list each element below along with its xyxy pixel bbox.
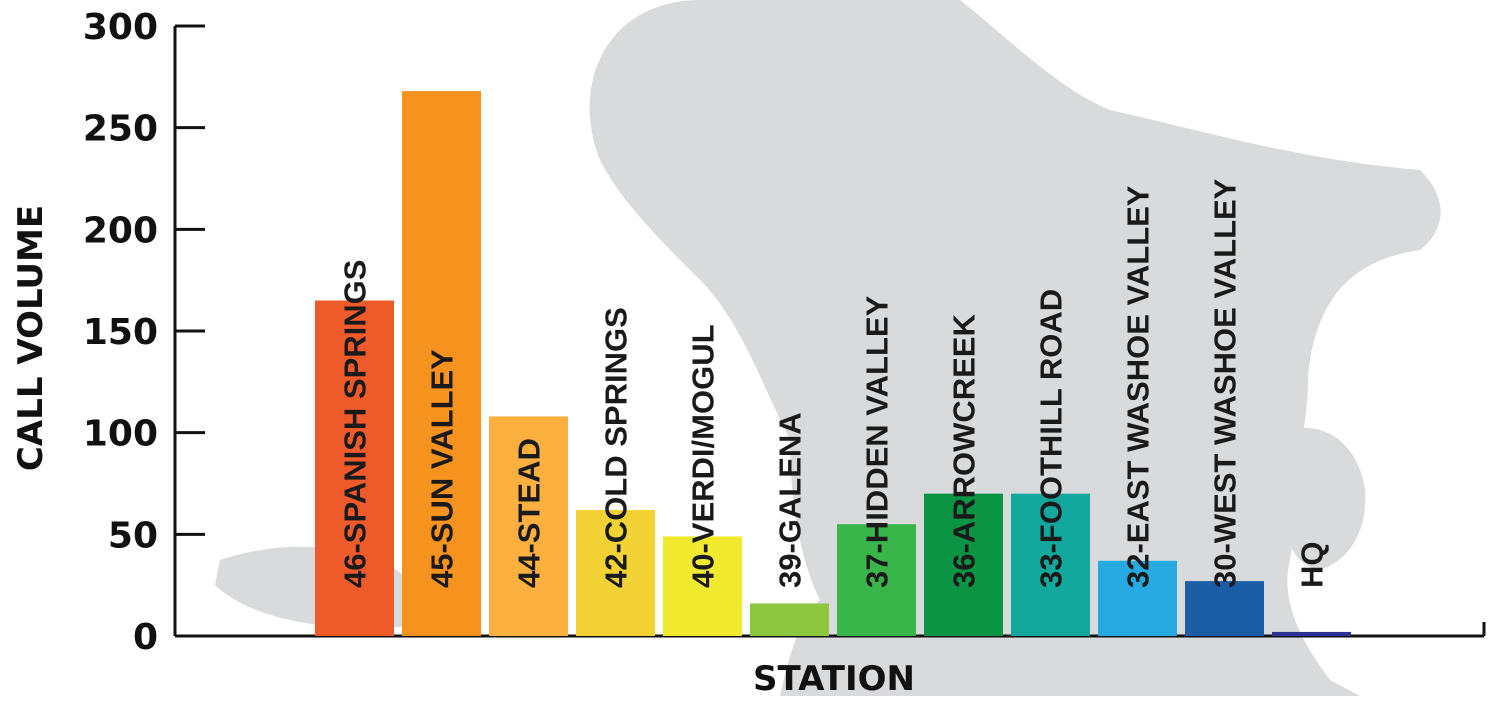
x-axis-title: STATION (753, 659, 915, 696)
y-axis-title: CALL VOLUME (11, 205, 51, 471)
y-tick-label: 0 (133, 617, 158, 658)
bar-category-label: 46-SPANISH SPRINGS (338, 260, 373, 588)
y-tick-label: 200 (83, 210, 158, 251)
bar (1272, 631, 1351, 636)
bar (663, 536, 742, 636)
bar-category-label: 40-VERDI/MOGUL (686, 324, 721, 588)
bar-category-label: 39-GALENA (773, 412, 808, 588)
bar (489, 416, 568, 636)
bar-category-label: 44-STEAD (512, 438, 547, 588)
y-tick-label: 100 (83, 414, 158, 455)
bar-category-label: HQ (1295, 542, 1330, 589)
bar (1011, 493, 1090, 636)
bar (1185, 581, 1264, 636)
bar-category-label: 32-EAST WASHOE VALLEY (1121, 185, 1156, 588)
y-tick-label: 150 (83, 312, 158, 353)
bar-category-label: 45-SUN VALLEY (425, 349, 460, 588)
bar-category-label: 36-ARROWCREEK (947, 314, 982, 588)
y-tick-label: 250 (83, 109, 158, 150)
y-tick-label: 300 (83, 7, 158, 48)
bar (1098, 560, 1177, 636)
bar (315, 300, 394, 636)
bar (924, 493, 1003, 636)
bar-category-label: 33-FOOTHILL ROAD (1034, 289, 1069, 588)
bar (837, 524, 916, 636)
bar-category-label: 30-WEST WASHOE VALLEY (1208, 178, 1243, 588)
bar (750, 603, 829, 636)
bar-category-label: 37-HIDDEN VALLEY (860, 295, 895, 588)
bar (402, 91, 481, 637)
y-tick-label: 50 (108, 515, 158, 556)
y-tick-labels: 0 50 100 150 200 250 300 (83, 7, 158, 658)
bar (576, 509, 655, 636)
bars-group (315, 91, 1351, 637)
bar-labels-group: 46-SPANISH SPRINGS 45-SUN VALLEY 44-STEAD 4… (338, 178, 1330, 588)
bar-category-label: 42-COLD SPRINGS (599, 307, 634, 588)
